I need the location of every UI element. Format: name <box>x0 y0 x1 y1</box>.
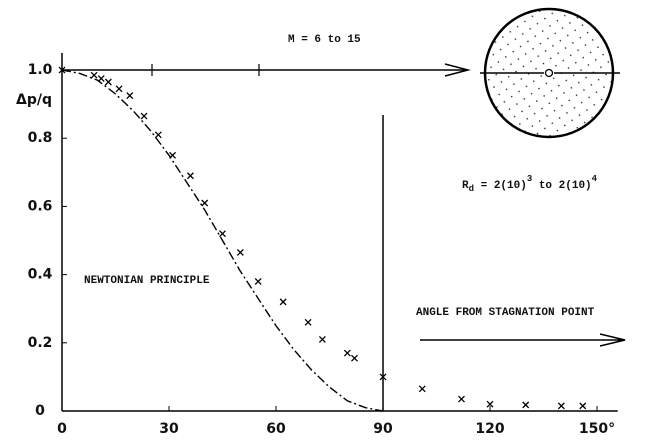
data-point <box>418 385 426 393</box>
data-point <box>115 85 123 93</box>
arrow-head <box>444 63 471 77</box>
r: R <box>462 180 469 192</box>
data-point <box>522 401 530 409</box>
r-exp1: 3 <box>527 174 532 184</box>
data-point <box>279 298 287 306</box>
x-tick-label: 120 <box>475 421 504 437</box>
data-point <box>304 318 312 326</box>
data-point <box>254 277 262 285</box>
y-axis-label: Δp/q <box>16 92 52 108</box>
newtonian-label: NEWTONIAN PRINCIPLE <box>84 275 210 287</box>
data-point <box>579 402 587 410</box>
data-point <box>140 112 148 120</box>
data-point <box>58 66 66 74</box>
data-point <box>97 75 105 83</box>
r-exp2: 4 <box>592 174 598 184</box>
x-tick-label: 30 <box>159 421 179 437</box>
data-point <box>557 402 565 410</box>
y-tick-label: 0.6 <box>28 198 53 214</box>
x-tick-label: 150° <box>579 421 615 437</box>
newtonian-curve <box>61 69 384 412</box>
data-point <box>343 349 351 357</box>
tick-cross <box>151 64 260 76</box>
data-point <box>219 230 226 238</box>
data-point <box>154 131 162 139</box>
data-point <box>126 92 134 100</box>
data-point <box>104 78 112 86</box>
y-tick-label: 0.2 <box>28 335 53 351</box>
data-point <box>318 335 326 343</box>
y-tick-label: 0.4 <box>28 267 53 283</box>
data-point <box>236 248 244 256</box>
data-point <box>90 71 98 79</box>
angle-arrow <box>420 333 626 347</box>
y-tick-label: 0 <box>35 403 45 419</box>
data-point <box>186 172 194 180</box>
reynolds-label: Rd = 2(10)3 to 2(10)4 <box>462 174 598 194</box>
r-part1: = 2(10) <box>474 180 527 192</box>
data-point <box>379 373 387 381</box>
x-tick-label: 90 <box>373 421 393 437</box>
sphere-diagram <box>480 7 620 139</box>
r-part2: to 2(10) <box>532 180 591 192</box>
data-point <box>351 354 358 362</box>
data-point <box>169 151 177 159</box>
x-tick-label: 0 <box>57 421 67 437</box>
data-point <box>486 400 494 408</box>
y-tick-label: 1.0 <box>28 62 53 78</box>
mach-label: M = 6 to 15 <box>288 34 361 46</box>
data-point <box>458 395 465 403</box>
angle-label: ANGLE FROM STAGNATION POINT <box>416 307 595 319</box>
y-tick-label: 0.8 <box>28 130 53 146</box>
x-tick-label: 60 <box>266 421 286 437</box>
data-point <box>201 199 209 207</box>
r-sub: d <box>469 184 474 194</box>
